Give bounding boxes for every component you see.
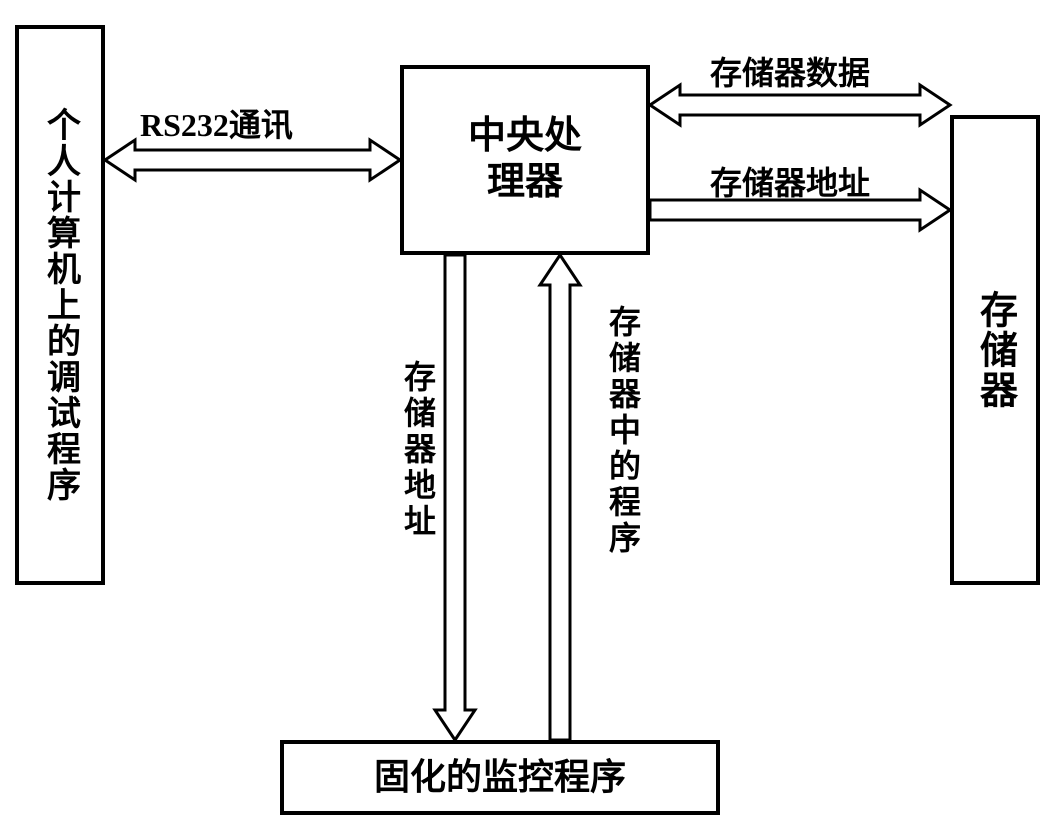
node-pc: 个人计算机上的调试程序	[15, 25, 105, 585]
arrow-mem-data	[650, 85, 950, 125]
node-cpu-label: 中央处 理器	[468, 114, 582, 205]
arrow-mem-addr-right	[650, 190, 950, 230]
node-memory: 存储器	[950, 115, 1040, 585]
diagram-canvas: 个人计算机上的调试程序 中央处 理器 存储器 固化的监控程序 RS232通讯 存…	[0, 0, 1056, 833]
node-memory-label: 存储器	[968, 290, 1023, 410]
arrow-rs232	[105, 140, 400, 180]
arrow-mem-addr-down	[435, 255, 475, 740]
arrow-mem-prog-up	[540, 255, 580, 740]
node-monitor-label: 固化的监控程序	[374, 756, 626, 799]
node-monitor: 固化的监控程序	[280, 740, 720, 815]
label-mem-prog-up: 存储器中的程序	[600, 305, 646, 557]
node-cpu: 中央处 理器	[400, 65, 650, 255]
node-pc-label: 个人计算机上的调试程序	[36, 107, 85, 503]
